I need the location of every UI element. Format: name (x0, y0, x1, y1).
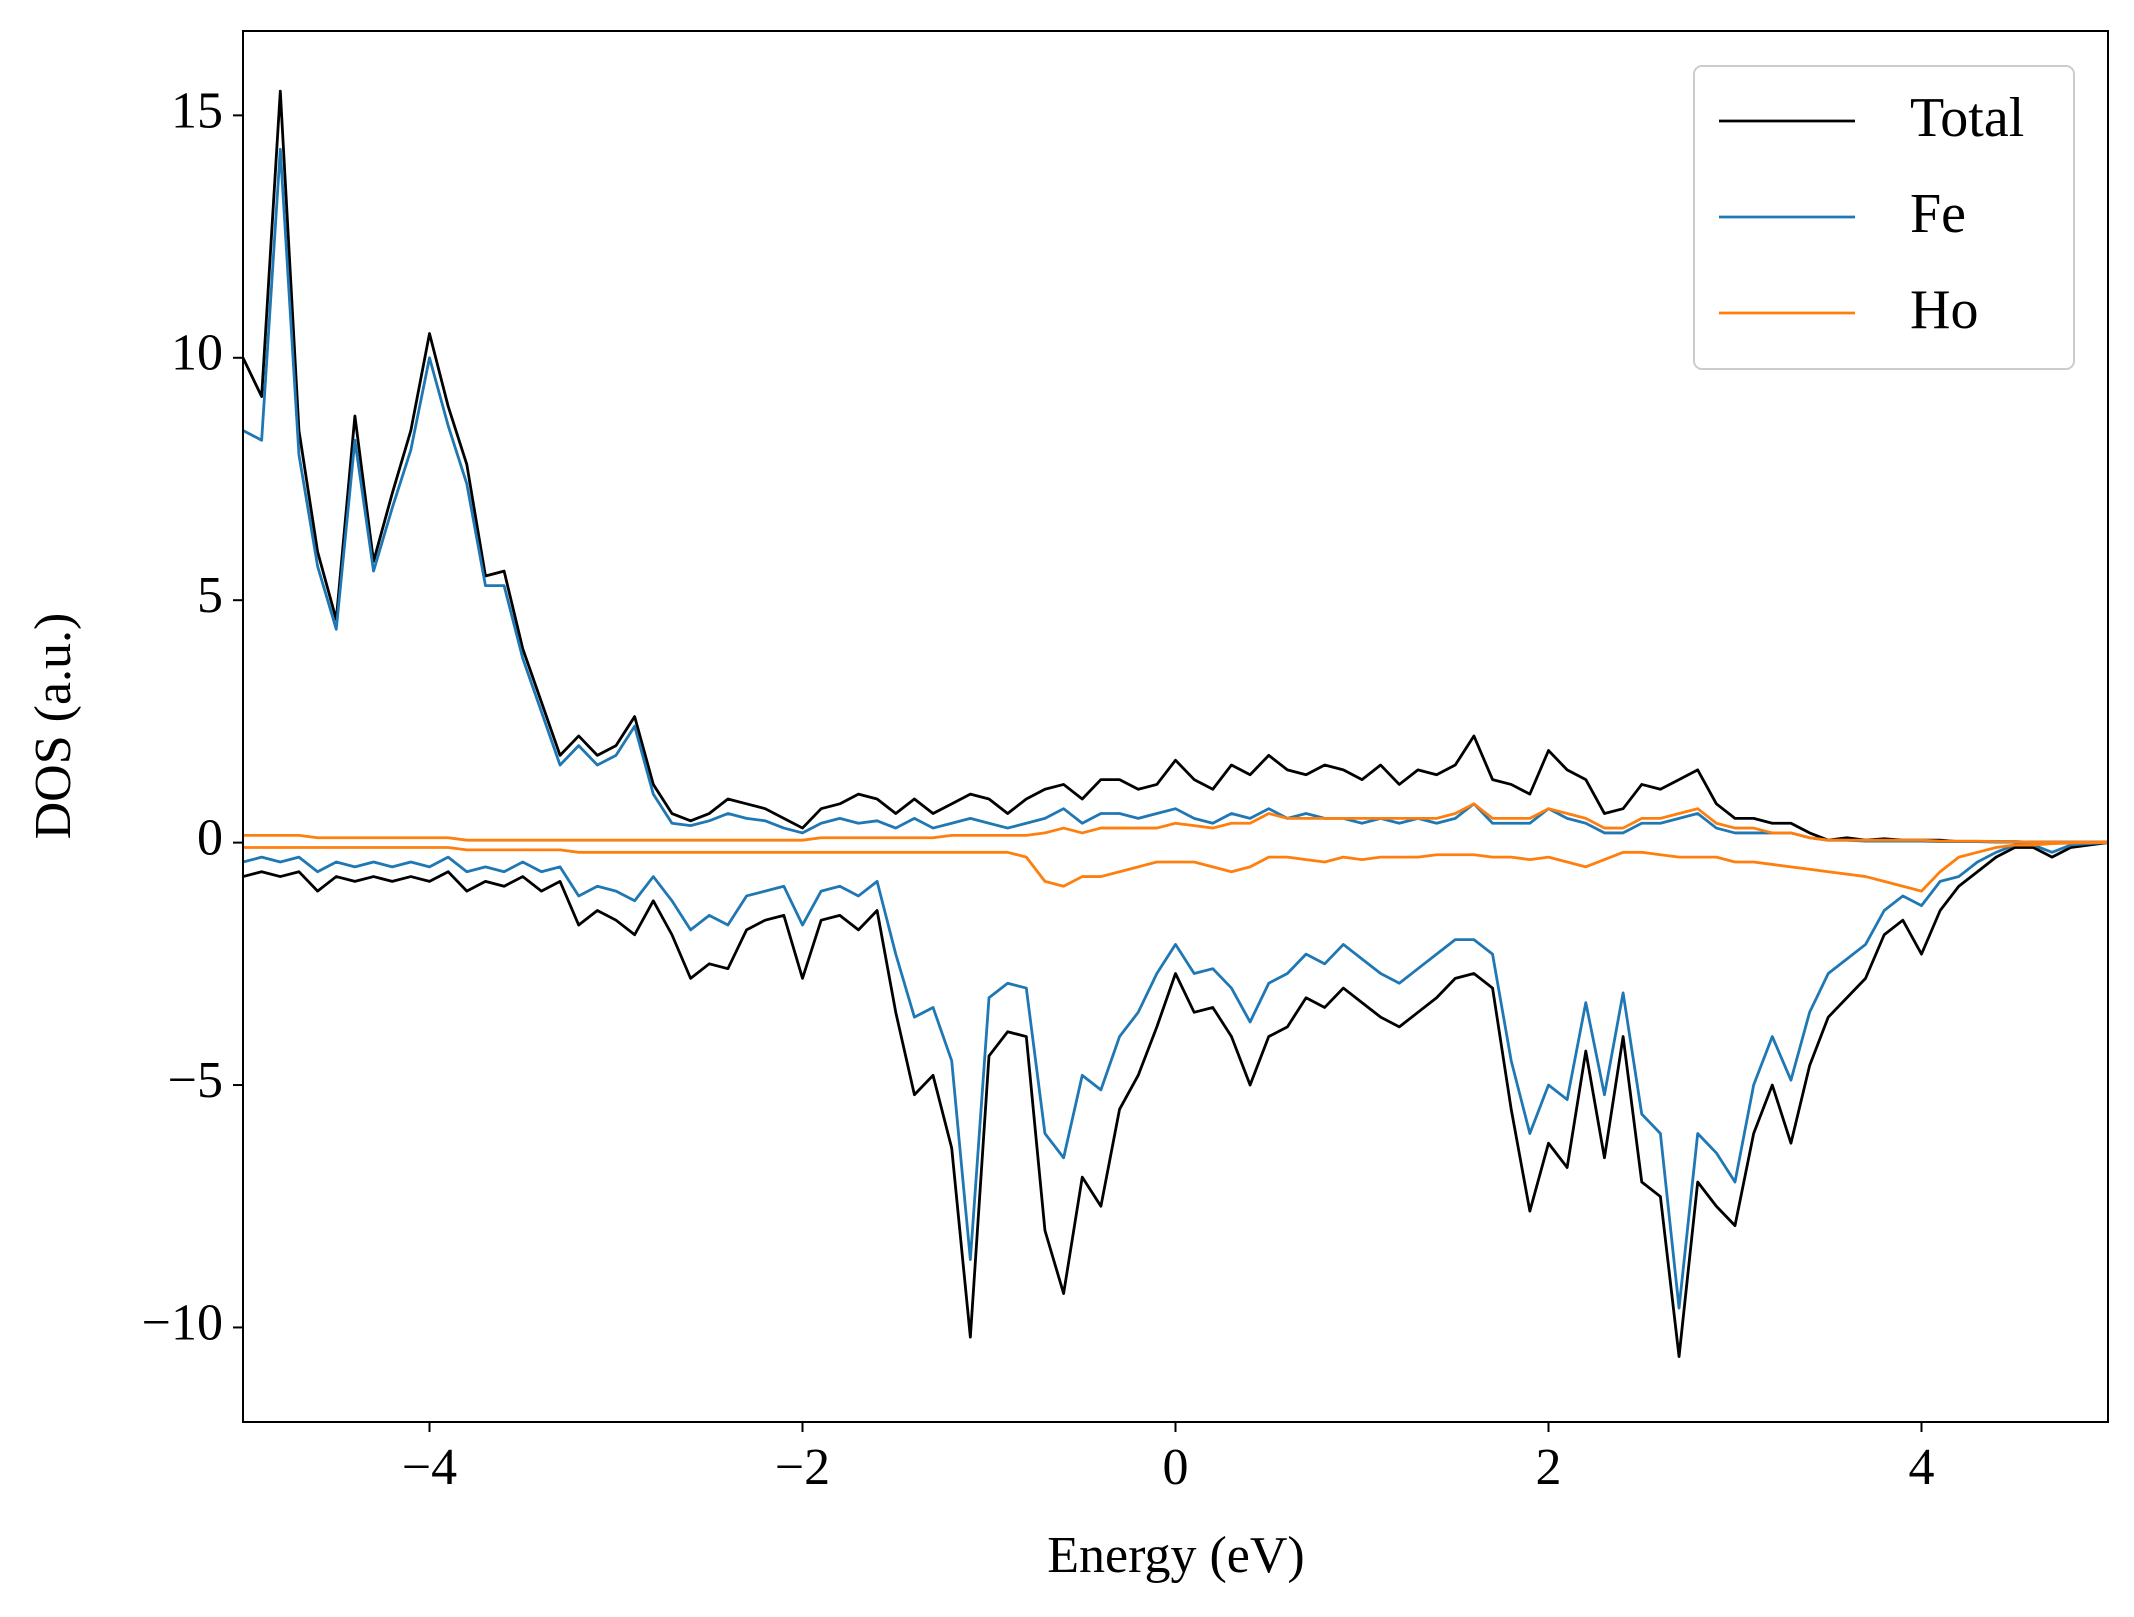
dos-line (243, 802, 2108, 844)
y-tick-label: −10 (142, 1294, 223, 1351)
dos-line (241, 89, 2108, 844)
y-tick-label: −5 (168, 1052, 223, 1109)
dos-line (243, 841, 2108, 893)
legend-label: Ho (1910, 279, 1978, 341)
dos-line (242, 841, 2109, 1310)
y-axis-label: DOS (a.u.) (25, 613, 82, 840)
y-tick-label: 10 (171, 325, 223, 382)
x-tick-label: −4 (402, 1439, 457, 1496)
dos-line (242, 841, 2109, 1358)
x-tick-label: 2 (1536, 1439, 1562, 1496)
legend-label: Fe (1910, 183, 1966, 245)
y-tick-label: 0 (197, 810, 223, 867)
x-axis-label: Energy (eV) (1047, 1527, 1305, 1584)
y-tick-label: 15 (171, 82, 223, 139)
x-tick-label: 4 (1909, 1439, 1935, 1496)
legend-label: Total (1910, 87, 2024, 149)
legend-box (1693, 65, 2075, 370)
x-tick-label: −2 (775, 1439, 830, 1496)
x-tick-label: 0 (1163, 1439, 1189, 1496)
y-tick-label: 5 (197, 567, 223, 624)
